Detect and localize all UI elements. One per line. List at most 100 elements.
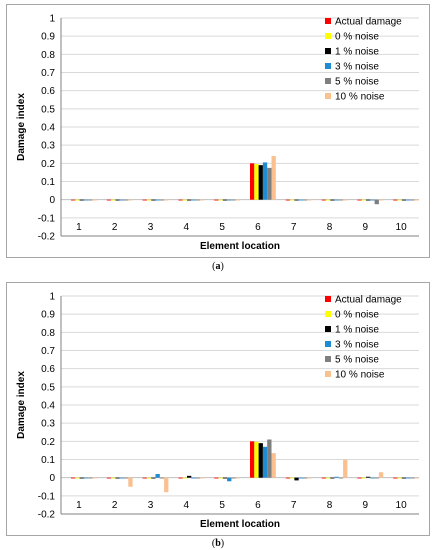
caption-a: (a) <box>212 261 224 272</box>
legend-label: 1 % noise <box>335 47 379 58</box>
bar <box>164 199 169 201</box>
bar <box>393 199 398 201</box>
bar <box>119 199 124 201</box>
x-tick-label: 8 <box>327 222 333 233</box>
x-tick-label: 9 <box>363 500 369 511</box>
x-tick-label: 4 <box>184 222 190 233</box>
bar <box>83 477 89 479</box>
bar <box>88 199 93 201</box>
x-tick-label: 6 <box>255 500 261 511</box>
x-axis-title: Element location <box>200 519 280 530</box>
bar <box>258 165 263 200</box>
caption-b-letter: b <box>215 538 221 549</box>
legend-swatch <box>325 18 331 24</box>
bar <box>142 199 147 201</box>
bar <box>262 162 268 200</box>
bar <box>374 477 379 479</box>
bar <box>410 477 415 479</box>
bar <box>128 199 133 201</box>
damage-index-chart-b: -0.2 -0.1 0 0.1 0.2 0.3 0.4 0.5 0.6 0.7 0.8 0.9 1 1 2 3… <box>16 292 419 530</box>
legend-label: 5 % noise <box>335 355 379 366</box>
y-axis-title: Damage index <box>16 93 27 161</box>
legend-label: 0 % noise <box>335 32 379 43</box>
bar <box>187 475 192 478</box>
bar <box>71 199 76 201</box>
bar <box>88 477 93 479</box>
bar <box>406 199 411 201</box>
bar <box>401 199 407 201</box>
bar <box>151 199 156 201</box>
bar <box>191 477 196 479</box>
bar <box>378 199 384 201</box>
bar <box>106 477 112 479</box>
caption-a-letter: a <box>215 261 221 272</box>
x-tick-label: 3 <box>148 500 154 511</box>
legend-swatch <box>325 341 331 347</box>
bar <box>146 199 152 201</box>
bar <box>254 441 259 478</box>
bar <box>231 477 236 479</box>
y-tick-label: 0.7 <box>41 68 55 79</box>
bar <box>75 477 80 479</box>
y-tick-label: 0.5 <box>41 382 55 393</box>
bar <box>231 199 236 201</box>
bar <box>227 477 232 482</box>
bar <box>343 199 348 201</box>
legend-label: 10 % noise <box>335 370 385 381</box>
legend-swatch <box>325 93 331 99</box>
legend-label: 1 % noise <box>335 325 379 336</box>
bar <box>164 477 169 493</box>
bar <box>307 477 312 479</box>
bar <box>414 199 419 201</box>
bar <box>235 199 240 201</box>
bar <box>222 477 228 479</box>
legend-swatch <box>325 311 331 317</box>
y-axis-title: Damage index <box>16 371 27 439</box>
bar <box>235 477 240 479</box>
bar <box>290 199 295 201</box>
x-tick-label: 2 <box>112 500 118 511</box>
caption-b: (b) <box>211 538 225 549</box>
bar <box>334 199 339 201</box>
y-tick-label: 0 <box>49 473 55 484</box>
bar <box>218 199 223 201</box>
legend-swatch <box>325 63 331 69</box>
y-tick-label: 1 <box>49 14 55 25</box>
bar <box>378 472 384 478</box>
y-tick-label: 0.1 <box>41 177 55 188</box>
x-tick-label: 1 <box>76 500 82 511</box>
bar <box>182 199 187 201</box>
bar <box>343 459 348 478</box>
x-tick-label: 9 <box>363 222 369 233</box>
bar <box>159 477 165 479</box>
y-tick-label: 1 <box>49 292 55 303</box>
y-tick-label: 0.1 <box>41 455 55 466</box>
bar <box>357 199 362 201</box>
bar <box>159 199 165 201</box>
bar <box>92 477 97 479</box>
bar <box>357 477 362 479</box>
bar <box>366 476 371 478</box>
bar <box>92 199 97 201</box>
x-tick-label: 1 <box>76 222 82 233</box>
bar <box>298 477 303 479</box>
legend-label: 10 % noise <box>335 92 385 103</box>
bar <box>191 199 196 201</box>
bar <box>227 199 232 201</box>
bar <box>222 199 228 201</box>
bar <box>370 199 375 201</box>
legend-label: Actual damage <box>335 295 402 306</box>
bar <box>325 199 331 201</box>
y-tick-label: 0.6 <box>41 86 55 97</box>
bar <box>254 164 259 200</box>
x-axis-title: Element location <box>200 241 280 252</box>
bar <box>361 199 366 201</box>
legend-swatch <box>325 33 331 39</box>
y-tick-label: 0.8 <box>41 328 55 339</box>
bar <box>285 199 291 201</box>
bar <box>374 199 379 205</box>
bar <box>151 477 156 479</box>
bar <box>218 477 223 479</box>
bar <box>338 199 344 201</box>
legend-swatch <box>325 78 331 84</box>
